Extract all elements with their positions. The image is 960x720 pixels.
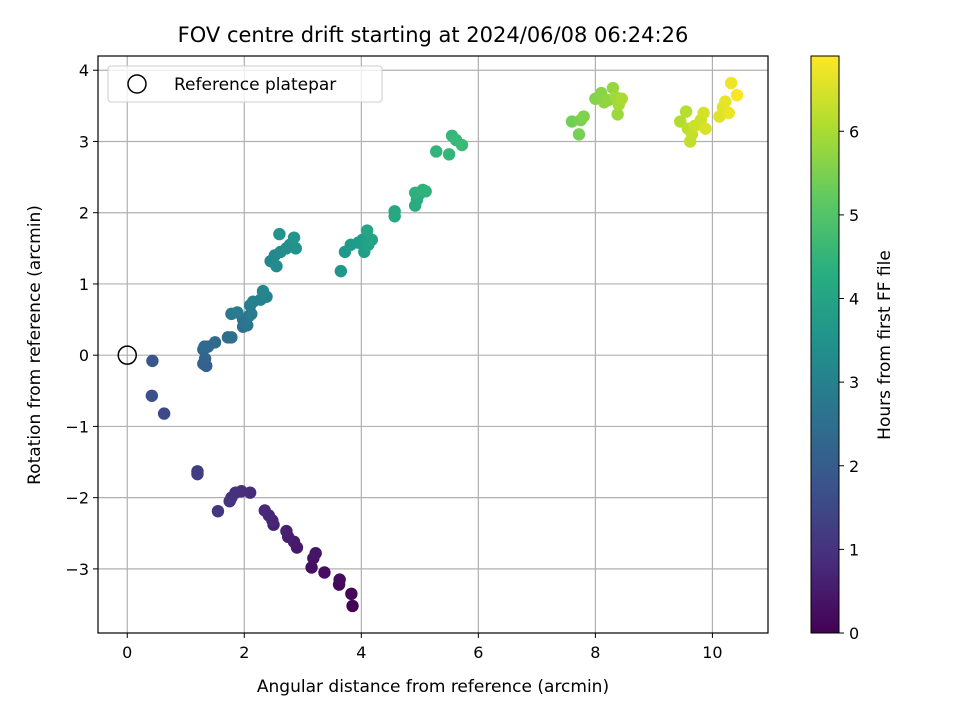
colorbar-tick-label: 1 <box>849 540 859 559</box>
colorbar: 0 1 2 3 4 5 6 Hours from first FF file <box>810 55 895 643</box>
data-point <box>208 336 222 349</box>
data-point <box>146 354 159 368</box>
data-point <box>198 352 212 365</box>
data-point <box>223 495 236 508</box>
y-tick-label: 4 <box>79 61 89 80</box>
data-point <box>719 95 732 108</box>
colorbar-tick-label: 4 <box>849 290 859 309</box>
reference-platepar-marker <box>117 345 138 365</box>
legend: Reference platepar <box>107 65 383 103</box>
y-tick-label: −3 <box>65 560 89 579</box>
x-tick-label: 2 <box>239 643 249 662</box>
plot-frame <box>97 55 769 634</box>
y-tick-label: 2 <box>79 204 89 223</box>
data-point <box>345 587 358 601</box>
x-tick-label: 4 <box>356 643 366 662</box>
data-point <box>724 76 738 90</box>
data-point <box>225 331 238 344</box>
y-tick-label: −1 <box>65 417 89 436</box>
data-point <box>191 467 204 481</box>
data-point <box>455 138 469 152</box>
x-tick-label: 8 <box>590 643 600 662</box>
data-point <box>309 547 322 560</box>
y-tick-label: 0 <box>79 346 89 365</box>
data-point <box>287 231 301 244</box>
colorbar-tick-label: 5 <box>849 206 859 225</box>
data-point <box>442 148 456 161</box>
chart-title: FOV centre drift starting at 2024/06/08 … <box>178 23 689 47</box>
data-point <box>334 264 348 278</box>
data-point <box>231 306 244 319</box>
y-tick-label: 3 <box>79 132 89 151</box>
colorbar-tick-label: 0 <box>849 624 859 643</box>
legend-entry-reference-platepar: Reference platepar <box>174 75 336 95</box>
data-point <box>289 242 302 255</box>
data-point <box>258 504 271 517</box>
data-point <box>699 122 712 135</box>
colorbar-label: Hours from first FF file <box>875 250 895 440</box>
data-point <box>280 524 293 538</box>
data-point <box>572 128 586 141</box>
data-point <box>211 504 225 518</box>
data-point <box>241 319 254 332</box>
data-point <box>697 106 710 120</box>
data-point <box>198 340 211 353</box>
data-point <box>346 599 359 613</box>
colorbar-gradient <box>810 55 840 634</box>
data-point <box>611 108 624 121</box>
legend-marker-open-circle <box>127 74 147 94</box>
colorbar-ticks: 0 1 2 3 4 5 6 <box>839 122 859 643</box>
data-point <box>273 227 286 241</box>
colorbar-tick-label: 6 <box>849 122 859 141</box>
data-point <box>722 106 735 120</box>
y-tick-label: −2 <box>65 489 89 508</box>
x-tick-label: 6 <box>473 643 483 662</box>
y-tick-label: 1 <box>79 275 89 294</box>
data-point <box>679 105 693 118</box>
data-point <box>615 92 628 105</box>
data-point <box>157 407 171 420</box>
x-tick-label: 10 <box>702 643 722 662</box>
data-point <box>388 205 401 218</box>
data-points <box>145 76 744 613</box>
data-point <box>577 110 590 123</box>
legend-box <box>107 65 383 103</box>
data-point <box>318 566 331 579</box>
x-axis-ticks: 0 2 4 6 8 10 <box>122 633 723 662</box>
data-point <box>305 561 318 574</box>
data-point <box>419 185 432 198</box>
data-point <box>270 259 283 273</box>
x-axis-label: Angular distance from reference (arcmin) <box>257 677 609 697</box>
data-point <box>430 145 443 158</box>
data-point <box>365 233 379 246</box>
x-tick-label: 0 <box>122 643 132 662</box>
data-point <box>256 284 270 298</box>
grid <box>98 56 768 633</box>
data-point <box>730 88 744 102</box>
y-axis-ticks: −3 −2 −1 0 1 2 3 4 <box>65 61 98 579</box>
data-point <box>145 389 159 402</box>
colorbar-tick-label: 2 <box>849 457 859 476</box>
colorbar-tick-label: 3 <box>849 373 859 392</box>
data-point <box>333 573 346 586</box>
y-axis-label: Rotation from reference (arcmin) <box>25 205 45 485</box>
data-point <box>360 224 374 237</box>
